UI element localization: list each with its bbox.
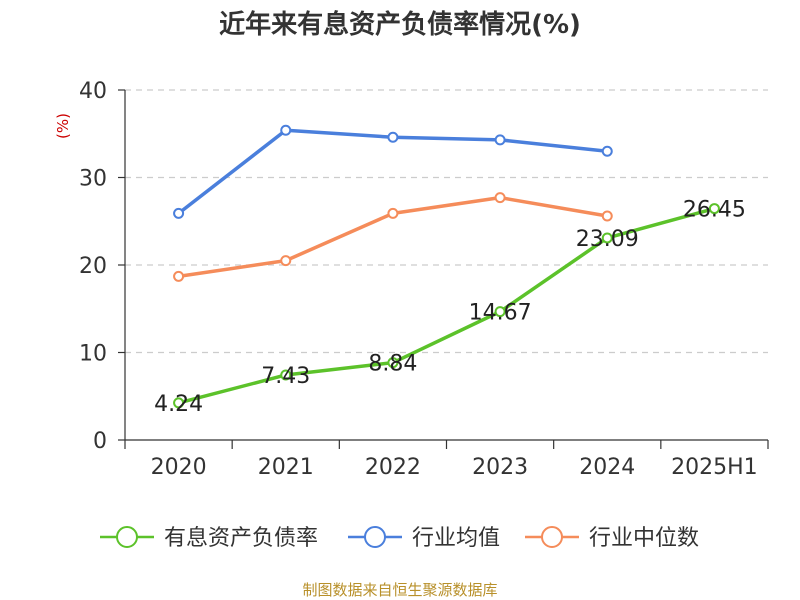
- y-tick-label: 0: [93, 429, 107, 454]
- series-1-point: [494, 306, 506, 318]
- x-tick-label: 2021: [258, 455, 314, 480]
- data-label: 8.84: [368, 352, 417, 377]
- y-axis-unit: (%): [54, 113, 72, 139]
- y-tick-label: 20: [79, 254, 107, 279]
- legend-marker: [364, 526, 386, 548]
- series-2-point: [280, 124, 292, 136]
- axes: [118, 89, 769, 449]
- data-label: 23.09: [576, 227, 639, 252]
- legend-entry: 有息资产负债率: [164, 526, 318, 551]
- series-1-point: [601, 232, 613, 244]
- y-tick-labels: 0 10 20 30 40: [79, 79, 107, 454]
- series-1-point: [280, 369, 292, 381]
- legend-entry: 行业中位数: [589, 526, 699, 551]
- y-tick-label: 10: [79, 342, 107, 367]
- y-tick-label: 30: [79, 167, 107, 192]
- series-2-point: [173, 207, 185, 219]
- legend: 有息资产负债率 行业均值 行业中位数: [100, 526, 699, 551]
- x-tick-labels: 2020 2021 2022 2023 2024 2025H1: [151, 455, 758, 480]
- series-3-point: [173, 270, 185, 282]
- series-2-point: [387, 131, 399, 143]
- chart-title: 近年来有息资产负债率情况(%): [219, 9, 581, 40]
- series-3-point: [601, 210, 613, 222]
- x-tick-label: 2024: [579, 455, 635, 480]
- data-label: 4.24: [154, 392, 203, 417]
- series-3-point: [387, 207, 399, 219]
- series-2-point: [601, 145, 613, 157]
- series-3-point: [494, 192, 506, 204]
- series-group: 4.24 7.43 8.84 14.67 23.09 26.45: [154, 124, 746, 417]
- legend-marker: [541, 526, 563, 548]
- series-3-point: [280, 255, 292, 267]
- series-2-point: [494, 134, 506, 146]
- grid-lines: [125, 89, 768, 354]
- legend-entry: 行业均值: [412, 526, 500, 551]
- series-1-point: [708, 203, 720, 215]
- x-tick-label: 2025H1: [671, 455, 758, 480]
- legend-marker: [116, 526, 138, 548]
- series-1-point: [173, 397, 185, 409]
- series-line-1: [178, 206, 715, 405]
- series-1-point: [387, 357, 399, 369]
- data-label: 7.43: [261, 364, 310, 389]
- data-label: 14.67: [469, 301, 532, 326]
- x-tick-label: 2022: [365, 455, 421, 480]
- source-note: 制图数据来自恒生聚源数据库: [302, 581, 497, 599]
- x-tick-label: 2020: [151, 455, 207, 480]
- x-tick-label: 2023: [472, 455, 528, 480]
- data-label: 26.45: [683, 198, 746, 223]
- y-tick-label: 40: [79, 79, 107, 104]
